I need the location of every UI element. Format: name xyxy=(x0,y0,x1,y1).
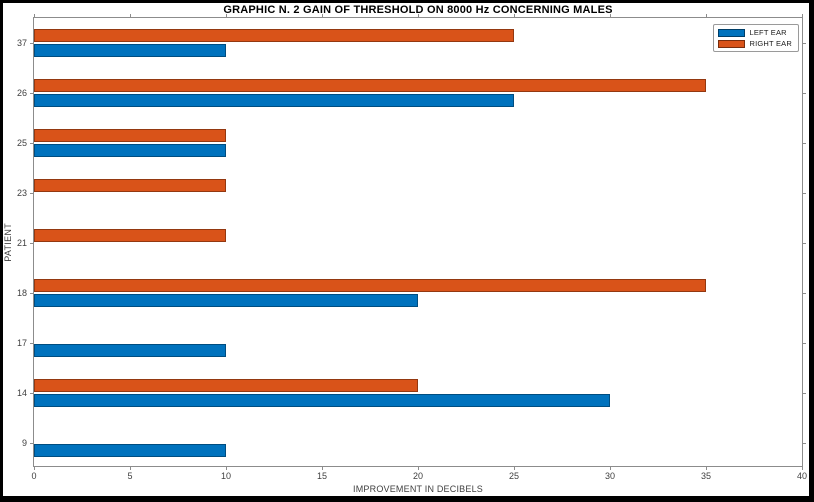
x-tick-mark-top xyxy=(226,14,227,18)
bar-left-ear-37 xyxy=(34,44,226,57)
bar-right-ear-18 xyxy=(34,279,706,292)
y-tick-mark-left xyxy=(30,342,34,344)
bar-right-ear-25 xyxy=(34,129,226,142)
legend-label: LEFT EAR xyxy=(749,28,787,37)
x-tick-mark-bottom xyxy=(514,466,515,470)
bar-left-ear-18 xyxy=(34,294,418,307)
x-tick-mark-bottom xyxy=(226,466,227,470)
x-tick-mark-bottom xyxy=(706,466,707,470)
legend-item-left-ear: LEFT EAR xyxy=(718,28,792,37)
x-tick-mark-bottom xyxy=(610,466,611,470)
x-tick-label: 20 xyxy=(412,471,424,481)
x-tick-label: 0 xyxy=(31,471,37,481)
bar-right-ear-14 xyxy=(34,379,418,392)
x-tick-mark-top xyxy=(34,14,35,18)
y-tick-mark-left xyxy=(30,392,34,394)
x-tick-mark-top xyxy=(322,14,323,18)
y-tick-label: 18 xyxy=(16,288,27,298)
y-tick-mark-right xyxy=(802,342,806,344)
plot-area: LEFT EAR RIGHT EAR 37 26 25 23 21 18 17 14 9 0 5 10… xyxy=(17,14,807,481)
y-tick-label: 14 xyxy=(16,388,27,398)
bar-right-ear-21 xyxy=(34,229,226,242)
bar-right-ear-23 xyxy=(34,179,226,192)
bar-left-ear-25 xyxy=(34,144,226,157)
x-tick-mark-bottom xyxy=(34,466,35,470)
y-tick-label: 23 xyxy=(16,188,27,198)
y-tick-mark-right xyxy=(802,242,806,244)
y-axis-label-wrap: PATIENT xyxy=(3,17,13,467)
bar-left-ear-17 xyxy=(34,344,226,357)
y-tick-mark-left xyxy=(30,142,34,144)
legend: LEFT EAR RIGHT EAR xyxy=(713,24,799,52)
x-tick-mark-top xyxy=(514,14,515,18)
x-tick-mark-top xyxy=(802,14,803,18)
x-tick-label: 25 xyxy=(508,471,520,481)
x-tick-label: 35 xyxy=(700,471,712,481)
y-tick-label: 37 xyxy=(16,38,27,48)
x-tick-label: 15 xyxy=(316,471,328,481)
bar-right-ear-26 xyxy=(34,79,706,92)
figure-canvas: GRAPHIC N. 2 GAIN OF THRESHOLD ON 8000 H… xyxy=(3,3,809,496)
y-tick-mark-right xyxy=(802,392,806,394)
x-axis-label: IMPROVEMENT IN DECIBELS xyxy=(353,484,483,494)
y-axis-label: PATIENT xyxy=(3,222,13,262)
legend-item-right-ear: RIGHT EAR xyxy=(718,39,792,48)
y-tick-label: 17 xyxy=(16,338,27,348)
y-tick-mark-left xyxy=(30,292,34,294)
y-tick-mark-right xyxy=(802,92,806,94)
y-tick-mark-left xyxy=(30,442,34,444)
x-tick-label: 5 xyxy=(127,471,133,481)
y-tick-mark-left xyxy=(30,42,34,44)
x-tick-mark-bottom xyxy=(418,466,419,470)
y-tick-mark-left xyxy=(30,242,34,244)
x-tick-mark-top xyxy=(610,14,611,18)
bar-left-ear-26 xyxy=(34,94,514,107)
x-tick-label: 10 xyxy=(220,471,232,481)
x-tick-mark-bottom xyxy=(802,466,803,470)
y-tick-mark-left xyxy=(30,92,34,94)
bar-left-ear-14 xyxy=(34,394,610,407)
x-tick-mark-bottom xyxy=(130,466,131,470)
y-tick-label: 9 xyxy=(21,438,27,448)
y-tick-label: 21 xyxy=(16,238,27,248)
x-tick-label: 40 xyxy=(796,471,808,481)
legend-label: RIGHT EAR xyxy=(749,39,792,48)
bar-right-ear-37 xyxy=(34,29,514,42)
bar-left-ear-9 xyxy=(34,444,226,457)
right-ear-swatch-icon xyxy=(718,39,746,48)
x-tick-mark-top xyxy=(130,14,131,18)
x-tick-label: 30 xyxy=(604,471,616,481)
y-tick-mark-right xyxy=(802,192,806,194)
chart-title: GRAPHIC N. 2 GAIN OF THRESHOLD ON 8000 H… xyxy=(223,4,613,16)
y-tick-label: 26 xyxy=(16,88,27,98)
y-tick-mark-right xyxy=(802,142,806,144)
left-ear-swatch-icon xyxy=(718,28,746,37)
y-tick-mark-right xyxy=(802,442,806,444)
y-tick-label: 25 xyxy=(16,138,27,148)
y-tick-mark-left xyxy=(30,192,34,194)
x-tick-mark-bottom xyxy=(322,466,323,470)
y-tick-mark-right xyxy=(802,292,806,294)
x-tick-mark-top xyxy=(418,14,419,18)
y-tick-mark-right xyxy=(802,42,806,44)
x-tick-mark-top xyxy=(706,14,707,18)
